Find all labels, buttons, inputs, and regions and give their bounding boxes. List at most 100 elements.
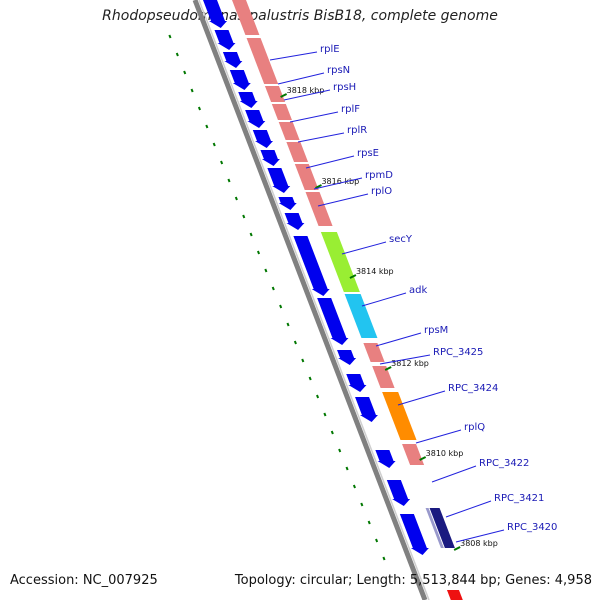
ring-dot <box>367 520 371 525</box>
ring-dot <box>352 484 356 489</box>
ribosomal-gene-7 <box>294 164 319 190</box>
backbone-line <box>192 0 428 600</box>
label-leader-line <box>283 89 331 101</box>
ribosomal-gene-11 <box>402 444 425 465</box>
ribosomal-gene-1 <box>232 0 260 35</box>
ribosomal-gene-2 <box>246 38 279 84</box>
gene-label-rplf: rplF <box>341 104 360 115</box>
gene-label-secy: secY <box>389 234 413 245</box>
ring-dot <box>242 214 246 219</box>
ring-dot <box>220 160 224 165</box>
gene-label-rpse: rpsE <box>357 148 379 159</box>
gene-labels: rplE rpsN rpsH rplF rplR rpsE rpmD rplO secY adk r… <box>269 44 557 543</box>
reverse-gene-15 <box>346 374 367 392</box>
bottom-red-gene <box>446 590 463 600</box>
reverse-gene-7 <box>252 130 274 148</box>
topology-text: Topology: circular; Length: 5,513,844 bp… <box>234 573 592 588</box>
ring-dot <box>168 34 172 39</box>
kbp-tick-label: 3810 kbp <box>426 449 464 458</box>
reverse-gene-11 <box>284 213 305 230</box>
outer-tick-dots <box>168 34 386 561</box>
kbp-ticks: 3818 kbp 3816 kbp 3814 kbp 3812 kbp 3810 kbp… <box>280 86 498 551</box>
kbp-tick-mark <box>419 456 427 461</box>
ring-dot <box>183 70 187 75</box>
ring-dot <box>338 448 342 453</box>
label-leader-line <box>289 111 339 123</box>
ring-dot <box>234 196 238 201</box>
label-leader-line <box>455 529 505 543</box>
ring-dot <box>249 232 253 237</box>
label-leader-line <box>313 177 363 190</box>
accession-text: Accession: NC_007925 <box>10 573 158 588</box>
gene-label-adk: adk <box>409 285 427 296</box>
reverse-gene-12 <box>293 236 330 296</box>
backbone-shadow <box>198 0 430 600</box>
adk-gene <box>344 294 378 338</box>
gene-label-rpc_3420: RPC_3420 <box>507 522 557 533</box>
ribosomal-gene-10 <box>372 366 395 388</box>
ring-dot <box>205 124 209 129</box>
ribosomal-gene-5 <box>278 122 300 140</box>
reverse-gene-19 <box>399 514 429 555</box>
ring-dot <box>197 106 201 111</box>
ring-dot <box>279 304 283 309</box>
reverse-gene-13 <box>317 298 349 345</box>
reverse-gene-14 <box>337 350 357 365</box>
kbp-tick-mark <box>384 366 392 371</box>
rpc-3420-gene <box>429 508 455 548</box>
gene-label-rpsm: rpsM <box>424 325 448 336</box>
ring-dot <box>323 412 327 417</box>
reverse-gene-8 <box>260 150 280 166</box>
label-leader-line <box>415 429 462 444</box>
kbp-tick-label: 3812 kbp <box>391 359 429 368</box>
gene-label-rplo: rplO <box>371 186 392 197</box>
ring-dot <box>330 430 334 435</box>
gene-label-rplq: rplQ <box>464 422 485 433</box>
kbp-tick-mark <box>349 274 357 279</box>
label-leader-line <box>269 51 318 61</box>
kbp-tick-label: 3816 kbp <box>321 177 359 186</box>
label-leader-line <box>361 292 407 307</box>
ring-dot <box>345 466 349 471</box>
ring-dot <box>271 286 275 291</box>
kbp-tick-mark <box>280 93 288 98</box>
gene-label-rpsn: rpsN <box>327 65 350 76</box>
label-leader-line <box>445 500 492 518</box>
ring-dot <box>293 340 297 345</box>
reverse-gene-16 <box>355 397 378 422</box>
ring-dot <box>301 358 305 363</box>
gene-label-rpc_3422: RPC_3422 <box>479 458 529 469</box>
reverse-gene-18 <box>386 480 411 506</box>
reverse-gene-5 <box>238 92 258 108</box>
reverse-gene-10 <box>278 197 297 210</box>
label-leader-line <box>341 241 387 255</box>
reverse-gene-6 <box>245 110 266 128</box>
ribosomal-gene-8 <box>305 192 333 226</box>
gene-label-rpc_3425: RPC_3425 <box>433 347 483 358</box>
label-leader-line <box>379 354 431 365</box>
label-leader-line <box>277 72 325 85</box>
ring-dot <box>360 502 364 507</box>
label-leader-line <box>317 193 369 207</box>
ring-dot <box>375 538 379 543</box>
ring-dot <box>382 556 386 561</box>
ring-dot <box>286 322 290 327</box>
ribosomal-gene-3 <box>264 86 286 102</box>
ring-dot <box>316 394 320 399</box>
gene-features <box>203 0 463 600</box>
label-leader-line <box>305 155 355 169</box>
reverse-gene-9 <box>267 168 291 193</box>
ribosomal-gene-4 <box>271 104 292 120</box>
kbp-tick-label: 3814 kbp <box>356 267 394 276</box>
ring-dot <box>227 178 231 183</box>
label-leader-line <box>431 465 477 483</box>
reverse-gene-4 <box>229 70 251 90</box>
ring-dot <box>190 88 194 93</box>
gene-label-rple: rplE <box>320 44 340 55</box>
rpc-3424-gene <box>382 392 417 440</box>
reverse-gene-1 <box>203 0 228 28</box>
ring-dot <box>308 376 312 381</box>
reverse-gene-3 <box>222 52 243 68</box>
gene-label-rpc_3421: RPC_3421 <box>494 493 544 504</box>
